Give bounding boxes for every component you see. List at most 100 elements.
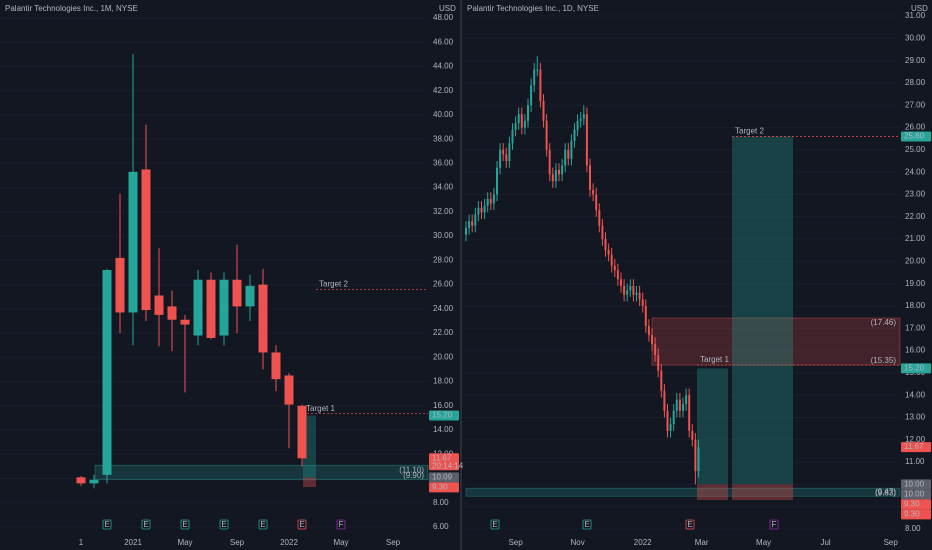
price-tag-label: 11.67 [904,442,924,451]
event-label: E [260,520,265,529]
y-tick-label: 14.00 [905,390,926,399]
event-label: E [299,520,304,529]
x-tick-label: 2022 [280,538,298,547]
candle-body [511,129,514,144]
candle-body [492,194,495,204]
candle-body [539,69,542,101]
event-marker [180,519,190,530]
candle-body [654,343,657,356]
candle-body [180,319,190,325]
zone-top-label: (9.83) [875,488,896,497]
target-label: Target 2 [735,127,764,136]
zone [465,487,901,497]
position-loss [732,484,793,500]
event-label: F [339,520,344,529]
candle-body [551,174,554,182]
candle-body [517,114,520,124]
y-tick-label: 36.00 [433,158,454,167]
x-tick-label: Nov [570,538,584,547]
event-marker [490,519,500,530]
candle-body [219,279,229,336]
y-tick-label: 12.00 [905,435,926,444]
price-tag [901,489,931,500]
price-tag [429,410,459,421]
candle-body [483,205,486,213]
target-label: Target 1 [700,355,729,364]
y-tick-label: 13.00 [905,413,926,422]
x-tick-label: 2021 [124,538,142,547]
x-tick-label: Jul [820,538,830,547]
event-label: E [221,520,226,529]
price-tag-label: 25.60 [904,132,925,141]
price-tag-label: 11.67 [432,453,452,462]
event-marker [102,519,112,530]
event-marker [258,519,268,530]
event-label: E [492,520,497,529]
zone [94,464,429,481]
candle-body [527,105,529,121]
candle-body [657,355,660,371]
candle-body [644,305,647,327]
candle-body [486,198,489,206]
zone-bottom-label: (9.47) [875,487,896,496]
y-tick-label: 48.00 [433,13,454,22]
x-tick-label: Sep [386,538,401,547]
price-tag [429,453,459,471]
position-loss [303,477,316,488]
candle-body [154,295,164,315]
price-tag-label: 10.00 [904,489,925,498]
candle-body [471,221,474,226]
candle-body [474,214,477,226]
candle-body [558,169,560,175]
candle-body [115,257,125,313]
candle-body [632,285,635,295]
candle-body [688,395,691,431]
event-label: F [772,520,777,529]
y-tick-label: 21.00 [905,234,926,243]
candle-body [480,207,483,213]
candle-body [589,165,591,191]
candle-body [514,123,517,130]
y-tick-label: 23.00 [905,190,926,199]
candle-body [613,265,616,271]
target-label: Target 1 [306,404,335,413]
price-tag-label: 10.09 [432,473,453,482]
price-tag-label: 9.30 [904,509,920,518]
y-tick-label: 20.00 [905,256,926,265]
y-tick-label: 28.00 [433,255,454,264]
y-tick-label: 20.00 [433,352,454,361]
zone-bottom-label: (9.90) [403,471,424,480]
zone-top-label: (17.46) [871,318,897,327]
candle-body [660,370,663,391]
candle-body [672,410,675,425]
y-tick-label: 32.00 [433,207,454,216]
candle-body [663,390,666,411]
y-tick-label: 6.00 [433,522,449,531]
candle-body [623,285,626,295]
candle-body [554,169,557,182]
currency-label: USD [439,4,456,13]
candle-body [477,207,480,215]
event-label: E [143,520,148,529]
chart-title: Palantir Technologies Inc., 1M, NYSE [5,4,138,13]
candle-body [542,100,545,121]
candle-body [499,149,502,168]
candle-body [297,405,307,459]
candle-body [601,225,604,240]
candle-body [530,85,533,106]
candle-body [616,270,619,280]
event-marker [141,519,151,530]
y-tick-label: 26.00 [905,123,926,132]
position-profit [732,136,793,485]
candle-body [520,114,523,128]
candle-body [536,69,539,71]
candle-body [76,477,86,484]
y-tick-label: 38.00 [433,134,454,143]
candle-body [570,140,573,159]
candle-body [604,239,607,251]
price-tag-label: 15.20 [904,364,925,373]
candle-body [89,479,99,484]
candle-body [678,399,681,411]
y-tick-label: 24.00 [905,167,926,176]
